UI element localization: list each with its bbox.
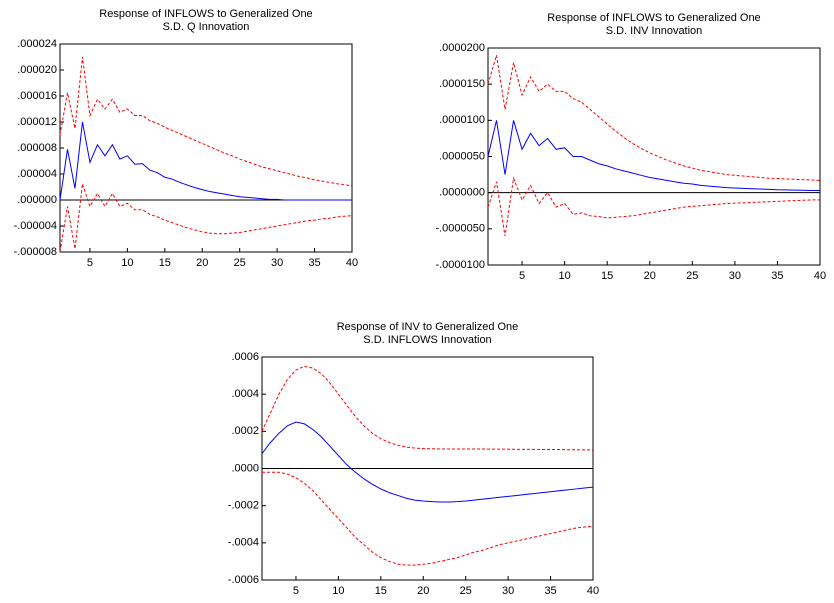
x-tick-label: 35 <box>308 257 320 269</box>
y-tick-label: .0002 <box>231 425 259 437</box>
y-tick-label: .0006 <box>231 351 259 363</box>
series-line <box>487 55 821 181</box>
series-line <box>59 121 352 201</box>
y-tick-label: .0000200 <box>439 42 485 54</box>
y-tick-label: .000008 <box>17 142 57 154</box>
x-tick-label: 40 <box>346 257 358 269</box>
x-tick-label: 35 <box>544 585 556 597</box>
chart-subtitle: S.D. INV Innovation <box>606 25 703 37</box>
x-tick-label: 10 <box>121 257 133 269</box>
series-line <box>261 365 593 451</box>
x-tick-label: 5 <box>87 257 93 269</box>
y-tick-label: .0000 <box>231 462 259 474</box>
y-tick-label: -.0000100 <box>435 259 485 271</box>
y-tick-label: .0000150 <box>439 78 485 90</box>
y-tick-label: .0004 <box>231 388 259 400</box>
x-tick-label: 30 <box>729 270 741 282</box>
series-line <box>262 471 594 566</box>
y-tick-label: -.000008 <box>14 246 57 258</box>
chart-title: Response of INV to Generalized One <box>337 321 519 333</box>
y-tick-label: -.0000050 <box>435 223 485 235</box>
x-tick-label: 15 <box>601 270 613 282</box>
series-line <box>261 421 594 503</box>
x-tick-label: 10 <box>332 585 344 597</box>
x-tick-label: 25 <box>686 270 698 282</box>
chart-title: Response of INFLOWS to Generalized One <box>547 12 760 24</box>
y-tick-label: .000016 <box>17 90 57 102</box>
chart-title: Response of INFLOWS to Generalized One <box>99 8 312 20</box>
x-tick-label: 20 <box>196 257 208 269</box>
x-tick-label: 30 <box>502 585 514 597</box>
x-tick-label: 5 <box>293 585 299 597</box>
y-tick-label: -.0002 <box>228 500 259 512</box>
y-tick-label: .000000 <box>17 194 57 206</box>
series-line <box>487 176 820 237</box>
x-tick-label: 40 <box>814 270 826 282</box>
y-tick-label: .000012 <box>17 116 57 128</box>
series-line <box>59 183 353 253</box>
x-tick-label: 15 <box>159 257 171 269</box>
series-line <box>487 120 820 191</box>
y-tick-label: -.0006 <box>228 574 259 586</box>
x-tick-label: 10 <box>558 270 570 282</box>
x-tick-label: 35 <box>771 270 783 282</box>
y-tick-label: -.0004 <box>228 537 259 549</box>
y-tick-label: .0000050 <box>439 150 485 162</box>
x-tick-label: 15 <box>375 585 387 597</box>
y-tick-label: -.000004 <box>14 220 57 232</box>
chart-subtitle: S.D. Q Innovation <box>163 21 250 33</box>
x-tick-label: 20 <box>644 270 656 282</box>
y-tick-label: .0000000 <box>439 187 485 199</box>
y-tick-label: .000004 <box>17 168 57 180</box>
x-tick-label: 40 <box>587 585 599 597</box>
x-tick-label: 20 <box>417 585 429 597</box>
series-line <box>59 56 353 187</box>
x-tick-label: 5 <box>519 270 525 282</box>
y-tick-label: .0000100 <box>439 114 485 126</box>
y-tick-label: .000024 <box>17 38 57 50</box>
plot-frame <box>487 47 821 266</box>
chart-subtitle: S.D. INFLOWS Innovation <box>363 334 491 346</box>
x-tick-label: 25 <box>234 257 246 269</box>
x-tick-label: 25 <box>460 585 472 597</box>
x-tick-label: 30 <box>271 257 283 269</box>
y-tick-label: .000020 <box>17 64 57 76</box>
